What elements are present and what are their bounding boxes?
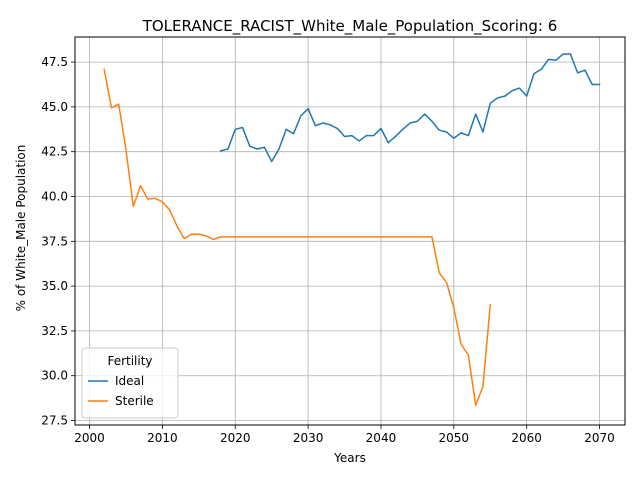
y-tick-label: 42.5 xyxy=(41,145,68,159)
x-axis-ticks: 2000 2010 2020 2030 2040 2050 2060 2070 xyxy=(74,425,615,445)
x-tick-label: 2050 xyxy=(439,431,470,445)
legend-label-ideal: Ideal xyxy=(115,374,144,388)
y-tick-label: 45.0 xyxy=(41,100,68,114)
x-tick-label: 2030 xyxy=(293,431,324,445)
legend-title: Fertility xyxy=(107,354,152,368)
grid xyxy=(75,37,625,425)
y-axis-label: % of White_Male Population xyxy=(14,145,28,312)
x-tick-label: 2020 xyxy=(220,431,251,445)
x-tick-label: 2070 xyxy=(584,431,615,445)
y-axis-ticks: 27.5 30.0 32.5 35.0 37.5 40.0 42.5 45.0 47.5 xyxy=(41,55,75,428)
chart-title: TOLERANCE_RACIST_White_Male_Population_S… xyxy=(142,17,558,36)
x-tick-label: 2040 xyxy=(366,431,397,445)
y-tick-label: 40.0 xyxy=(41,190,68,204)
y-tick-label: 35.0 xyxy=(41,279,68,293)
x-tick-label: 2060 xyxy=(511,431,542,445)
y-tick-label: 27.5 xyxy=(41,414,68,428)
plot-frame xyxy=(74,36,626,426)
series-line-ideal xyxy=(219,53,601,163)
x-tick-label: 2000 xyxy=(74,431,105,445)
y-tick-label: 37.5 xyxy=(41,234,68,248)
x-axis-label: Years xyxy=(333,451,366,465)
series-lines xyxy=(103,53,601,407)
legend: Fertility Ideal Sterile xyxy=(81,347,179,419)
y-tick-label: 47.5 xyxy=(41,55,68,69)
series-line-sterile xyxy=(103,68,492,407)
legend-label-sterile: Sterile xyxy=(115,394,154,408)
x-tick-label: 2010 xyxy=(147,431,178,445)
y-tick-label: 30.0 xyxy=(41,369,68,383)
y-tick-label: 32.5 xyxy=(41,324,68,338)
